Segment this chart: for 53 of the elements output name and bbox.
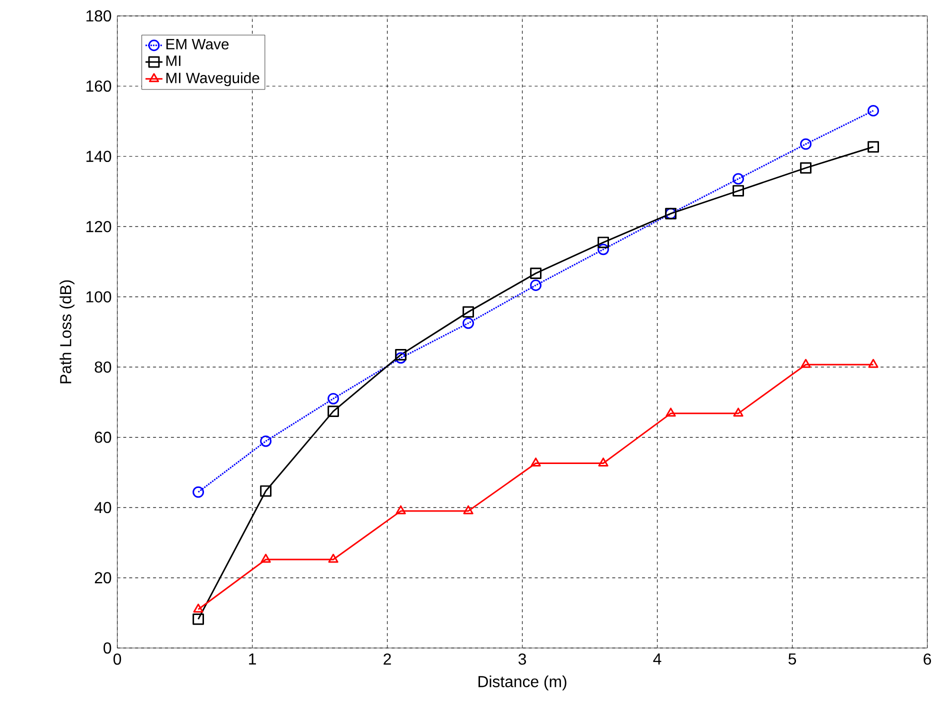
point (800, 162, 812, 174)
x-tick-label: 3 (518, 654, 526, 665)
y-tick-label: 20 (94, 572, 112, 584)
point (598, 236, 609, 248)
point (800, 138, 812, 150)
point (395, 352, 406, 364)
point (530, 268, 542, 280)
point (328, 393, 339, 405)
point (598, 458, 608, 467)
y-tick-label: 120 (86, 221, 112, 232)
y-tick-label: 40 (94, 502, 112, 514)
x-tick-label: 6 (924, 654, 931, 665)
point (732, 173, 744, 185)
point (733, 408, 744, 417)
point (328, 554, 338, 563)
point (396, 506, 406, 514)
legend-label: MI Waveguide (166, 72, 260, 86)
point (192, 614, 204, 626)
point (868, 359, 878, 368)
point (868, 105, 879, 117)
point (666, 408, 676, 417)
point (868, 141, 879, 153)
point (463, 506, 474, 514)
point (395, 349, 406, 361)
y-axis-title: Path Loss (dB) (60, 280, 74, 384)
point (193, 604, 204, 613)
point (462, 306, 474, 318)
point (462, 318, 474, 330)
point (192, 486, 204, 498)
y-tick-label: 0 (104, 642, 112, 654)
legend-label: EM Wave (166, 39, 229, 50)
y-tick-label: 160 (86, 80, 112, 92)
point (530, 280, 542, 292)
point (260, 436, 272, 448)
point (530, 458, 541, 467)
x-axis-title: Distance (m) (478, 676, 566, 691)
y-tick-label: 60 (94, 432, 112, 444)
point (328, 406, 339, 418)
y-tick-label: 80 (94, 362, 112, 373)
y-tick-label: 100 (86, 291, 112, 303)
y-tick-label: 180 (86, 10, 112, 22)
y-tick-label: 140 (86, 150, 112, 162)
point (598, 244, 609, 256)
point (260, 554, 271, 563)
legend-label: MI (166, 56, 180, 66)
x-tick-label: 2 (384, 654, 391, 665)
x-tick-label: 0 (113, 654, 122, 665)
point (260, 486, 272, 497)
x-tick-label: 4 (653, 654, 662, 665)
x-tick-label: 1 (249, 654, 256, 665)
x-tick-label: 5 (788, 654, 796, 665)
point (732, 185, 744, 197)
point (800, 359, 811, 368)
